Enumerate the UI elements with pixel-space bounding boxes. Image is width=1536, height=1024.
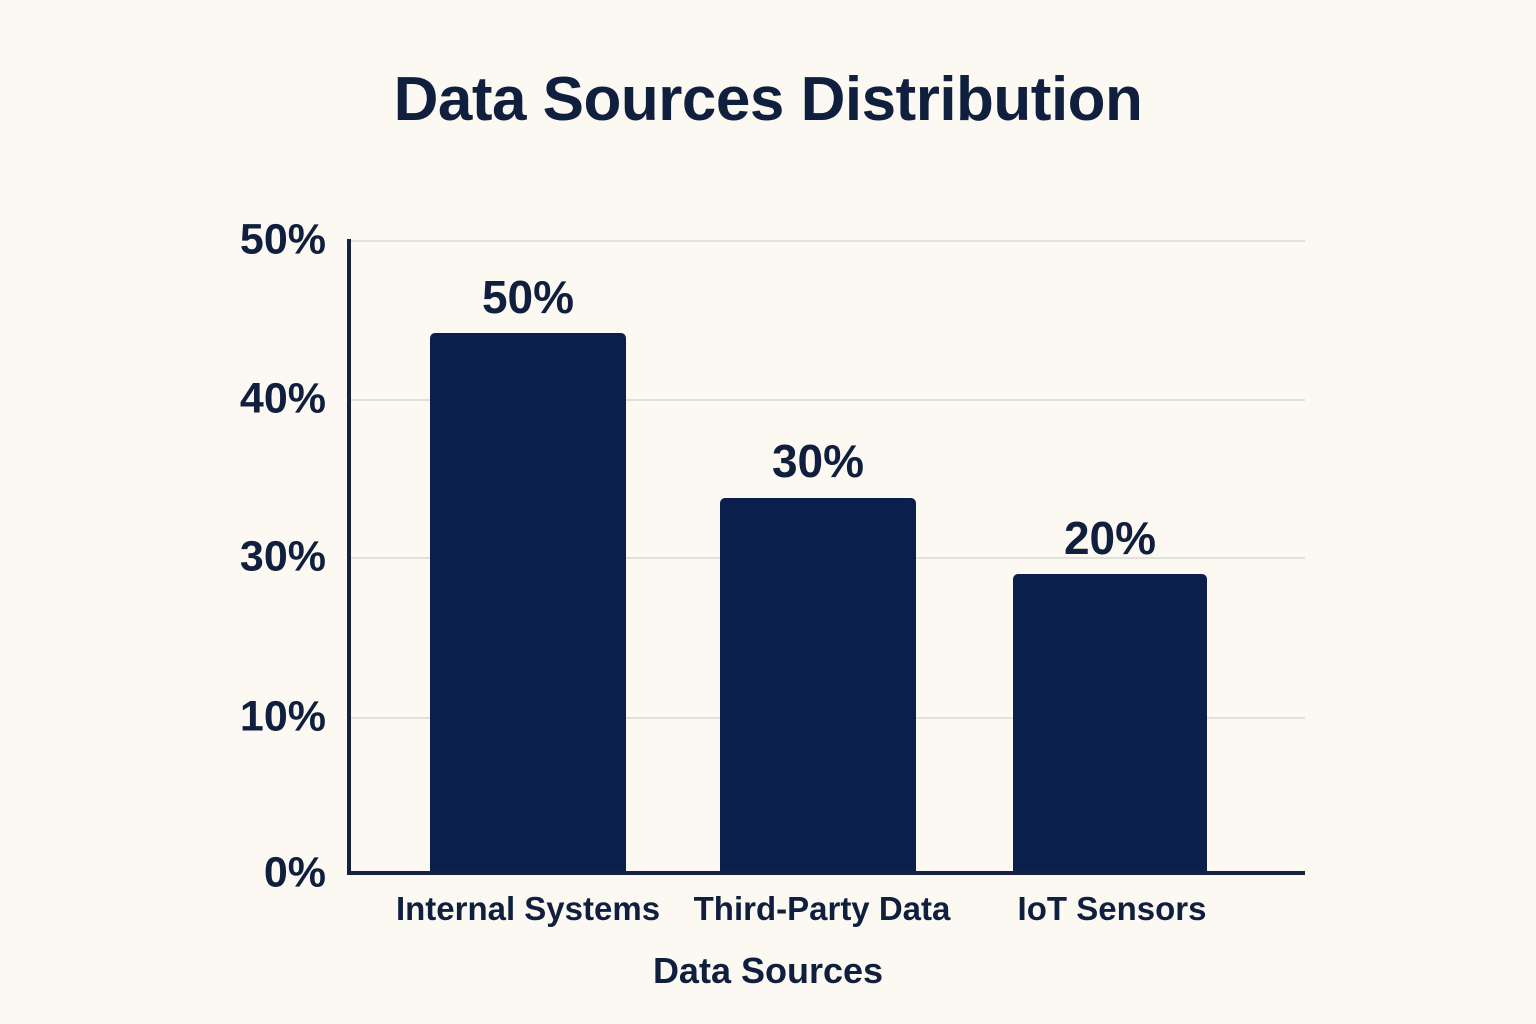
x-axis-category-label-third-party-data: Third-Party Data (693, 890, 951, 927)
y-axis-tick-label-50: 50% (239, 215, 326, 264)
y-axis-line (347, 239, 351, 875)
y-axis-tick-label-30: 30% (239, 532, 326, 581)
x-axis-category-label-iot-sensors: IoT Sensors (1017, 890, 1207, 927)
bar-value-label-iot-sensors: 20% (1063, 512, 1157, 564)
y-axis-tick-label-10: 10% (239, 692, 326, 741)
gridline-50 (347, 240, 1305, 242)
x-axis-title: Data Sources (652, 950, 884, 991)
x-axis-line (347, 871, 1305, 875)
plot-area (347, 240, 1305, 873)
y-axis-tick-label-0: 0% (263, 848, 326, 897)
gridline-40 (347, 399, 1305, 401)
bar-iot-sensors[interactable] (1013, 574, 1207, 873)
bar-value-label-internal-systems: 50% (481, 271, 575, 323)
x-axis-category-label-internal-systems: Internal Systems (395, 890, 661, 927)
y-axis-tick-label-40: 40% (239, 374, 326, 423)
bar-value-label-third-party-data: 30% (771, 435, 865, 487)
bar-internal-systems[interactable] (430, 333, 626, 873)
bar-third-party-data[interactable] (720, 498, 916, 873)
chart-title: Data Sources Distribution (393, 65, 1143, 134)
